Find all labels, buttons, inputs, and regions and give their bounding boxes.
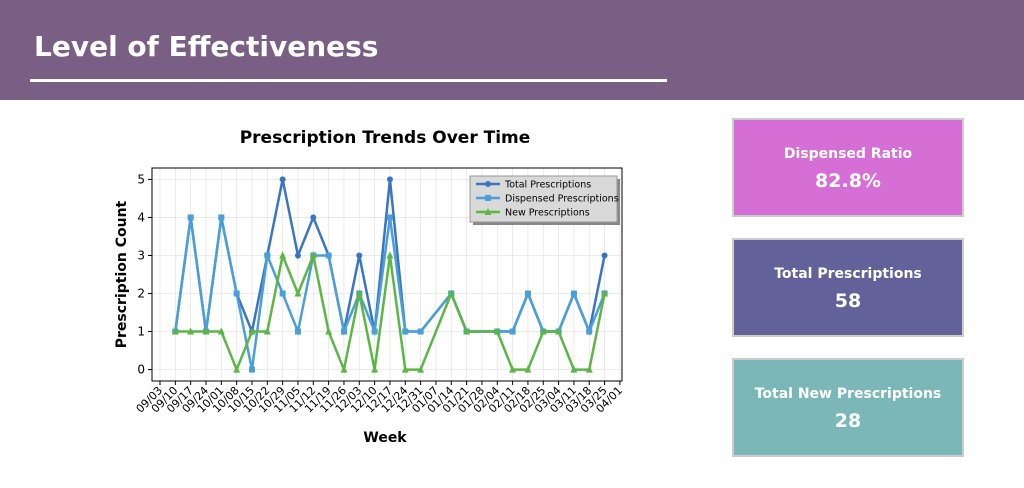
title-rule: [30, 79, 667, 82]
y-tick-label: 5: [137, 172, 145, 186]
kpi-value: 58: [834, 290, 862, 312]
page-title: Level of Effectiveness: [34, 30, 379, 63]
point: [386, 176, 393, 183]
point: [485, 195, 491, 201]
legend-label: Dispensed Prescriptions: [505, 194, 619, 205]
point: [509, 328, 516, 335]
y-tick-label: 2: [137, 287, 145, 301]
point: [248, 366, 255, 373]
point: [279, 176, 286, 183]
header: Level of Effectiveness: [0, 0, 1024, 100]
point: [386, 214, 393, 221]
point: [279, 251, 287, 259]
kpi-label: Dispensed Ratio: [783, 146, 913, 162]
point: [601, 252, 608, 259]
point: [447, 289, 455, 297]
point: [279, 290, 286, 297]
point: [233, 290, 240, 297]
x-axis-label: Week: [363, 430, 407, 446]
point: [248, 327, 256, 335]
y-axis-label: Prescription Count: [114, 200, 130, 348]
kpi-value: 28: [834, 410, 862, 432]
point: [417, 328, 424, 335]
point: [294, 328, 301, 335]
kpi-label: Total New Prescriptions: [754, 386, 942, 402]
kpi-label: Total Prescriptions: [774, 266, 922, 282]
point: [401, 365, 409, 373]
point: [555, 327, 563, 335]
point: [539, 327, 547, 335]
y-tick-label: 4: [137, 210, 145, 224]
point: [509, 365, 517, 373]
legend-label: New Prescriptions: [505, 208, 590, 219]
point: [524, 365, 532, 373]
point: [386, 251, 394, 259]
kpi-card: Total Prescriptions 58: [732, 238, 964, 337]
y-tick-label: 0: [137, 363, 145, 377]
point: [402, 328, 409, 335]
point: [202, 327, 210, 335]
point: [264, 252, 271, 259]
point: [233, 365, 241, 373]
chart-title: Prescription Trends Over Time: [240, 128, 531, 148]
point: [371, 328, 378, 335]
point: [340, 328, 347, 335]
point: [485, 181, 491, 187]
legend: Total Prescriptions Dispensed Prescriptio…: [469, 175, 620, 225]
point: [356, 252, 363, 259]
plot-frame: [151, 167, 623, 382]
point: [325, 252, 332, 259]
point: [585, 365, 593, 373]
point: [484, 208, 492, 215]
series: [171, 251, 609, 374]
kpi-card: Total New Prescriptions 28: [732, 358, 964, 457]
point: [586, 328, 593, 335]
point: [171, 327, 179, 335]
point: [340, 365, 348, 373]
point: [218, 214, 225, 221]
point: [417, 365, 425, 373]
point: [570, 365, 578, 373]
y-tick-label: 3: [137, 248, 145, 262]
chart: Prescription Trends Over Time01234509/03…: [114, 128, 625, 446]
point: [570, 290, 577, 297]
y-tick-label: 1: [137, 325, 145, 339]
point: [294, 289, 302, 297]
point: [463, 327, 471, 335]
point: [217, 327, 225, 335]
point: [325, 327, 333, 335]
point: [601, 289, 609, 297]
kpi-card: Dispensed Ratio 82.8%: [732, 118, 964, 217]
kpi-value: 82.8%: [815, 170, 881, 192]
point: [355, 289, 363, 297]
point: [310, 214, 317, 221]
point: [493, 327, 501, 335]
point: [187, 327, 195, 335]
point: [371, 365, 379, 373]
point: [263, 327, 271, 335]
point: [187, 214, 194, 221]
point: [524, 290, 531, 297]
legend-label: Total Prescriptions: [504, 180, 591, 191]
point: [309, 251, 317, 259]
point: [294, 252, 301, 259]
